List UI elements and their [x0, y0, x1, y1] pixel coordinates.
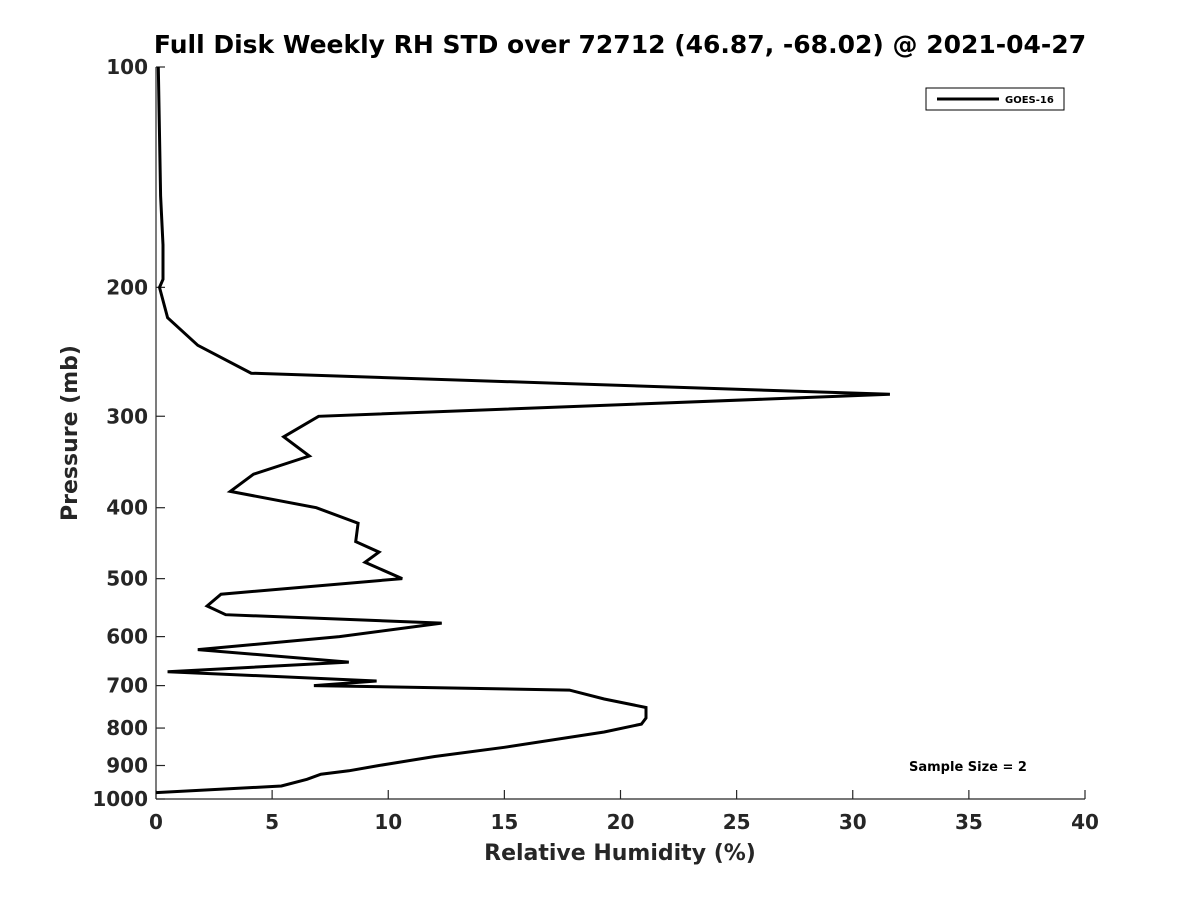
y-tick-label: 700 — [106, 674, 148, 698]
x-tick-label: 15 — [490, 810, 518, 834]
chart-title: Full Disk Weekly RH STD over 72712 (46.8… — [154, 30, 1086, 59]
legend-label-goes-16: GOES-16 — [1005, 95, 1054, 106]
plot-area — [156, 67, 1085, 799]
x-tick-label: 40 — [1071, 810, 1099, 834]
legend: GOES-16 — [925, 87, 1065, 111]
x-tick-label: 30 — [839, 810, 867, 834]
x-tick-label: 25 — [723, 810, 751, 834]
y-tick-label: 200 — [106, 275, 148, 299]
x-tick-label: 5 — [265, 810, 279, 834]
y-ticks: 100 200 300 400 500 600 700 800 900 1000 — [92, 55, 165, 811]
x-tick-label: 10 — [374, 810, 402, 834]
y-tick-label: 1000 — [92, 787, 148, 811]
y-tick-label: 600 — [106, 625, 148, 649]
sample-size-annotation: Sample Size = 2 — [909, 760, 1027, 775]
x-tick-label: 20 — [607, 810, 635, 834]
y-axis-label: Pressure (mb) — [58, 345, 83, 521]
y-tick-label: 300 — [106, 404, 148, 428]
y-tick-label: 800 — [106, 716, 148, 740]
y-tick-label: 100 — [106, 55, 148, 79]
x-ticks: 0 5 10 15 20 25 30 35 40 — [149, 790, 1099, 834]
x-axis-label: Relative Humidity (%) — [484, 841, 756, 866]
series-line-goes-16 — [155, 66, 890, 795]
x-tick-label: 35 — [955, 810, 983, 834]
y-tick-label: 400 — [106, 496, 148, 520]
y-tick-label: 900 — [106, 754, 148, 778]
y-tick-label: 500 — [106, 567, 148, 591]
x-tick-label: 0 — [149, 810, 163, 834]
